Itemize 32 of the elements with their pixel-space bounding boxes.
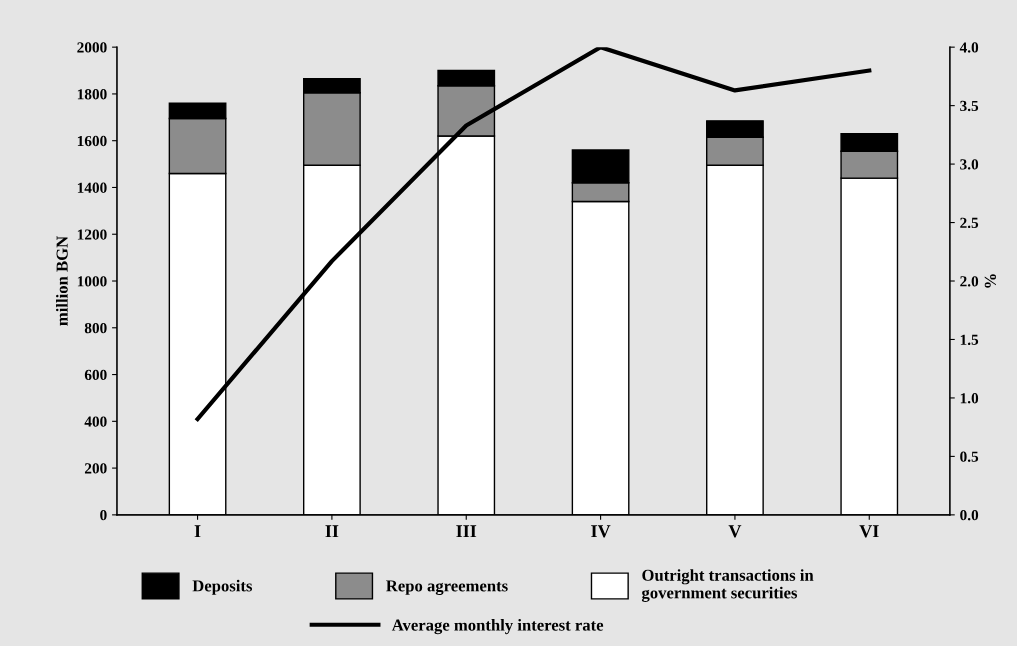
- y2-tick-label: 2.0: [960, 276, 979, 287]
- legend-label: Repo agreements: [386, 580, 508, 595]
- y-tick-label: 1200: [77, 229, 107, 240]
- y-tick-label: 600: [84, 369, 107, 380]
- x-tick-label: III: [456, 525, 477, 538]
- y-tick-label: 2000: [77, 42, 107, 53]
- y2-tick-label: 3.0: [960, 159, 979, 170]
- y-axis-title: million BGN: [56, 236, 68, 326]
- y-tick-label: 1400: [77, 182, 107, 193]
- y2-tick-label: 2.5: [960, 217, 979, 229]
- y-tick-label: 400: [84, 416, 107, 427]
- x-tick-label: V: [728, 525, 742, 538]
- legend-label: Average monthly interest rate: [391, 618, 604, 635]
- legend-label: Deposits: [192, 579, 253, 595]
- y2-axis-title: %: [984, 274, 997, 288]
- y-tick-label: 1000: [77, 276, 107, 287]
- y2-tick-label: 0.0: [960, 510, 979, 521]
- y-tick-label: 0: [100, 510, 107, 521]
- y2-tick-label: 4.0: [959, 42, 979, 53]
- y2-tick-label: 1.0: [960, 393, 979, 404]
- x-tick-label: IV: [591, 525, 611, 538]
- legend-label: Outright transactions in government securities: [641, 569, 814, 602]
- y-tick-label: 800: [84, 322, 107, 334]
- y2-tick-label: 1.5: [960, 334, 979, 345]
- y2-tick-label: 0.5: [960, 451, 979, 462]
- y-tick-label: 1800: [77, 89, 107, 100]
- x-tick-label: II: [325, 525, 339, 538]
- x-tick-label: VI: [859, 525, 879, 538]
- y2-tick-label: 3.5: [960, 100, 979, 112]
- y-tick-label: 200: [84, 463, 107, 474]
- y-tick-label: 1600: [77, 135, 107, 147]
- x-tick-label: I: [194, 525, 201, 538]
